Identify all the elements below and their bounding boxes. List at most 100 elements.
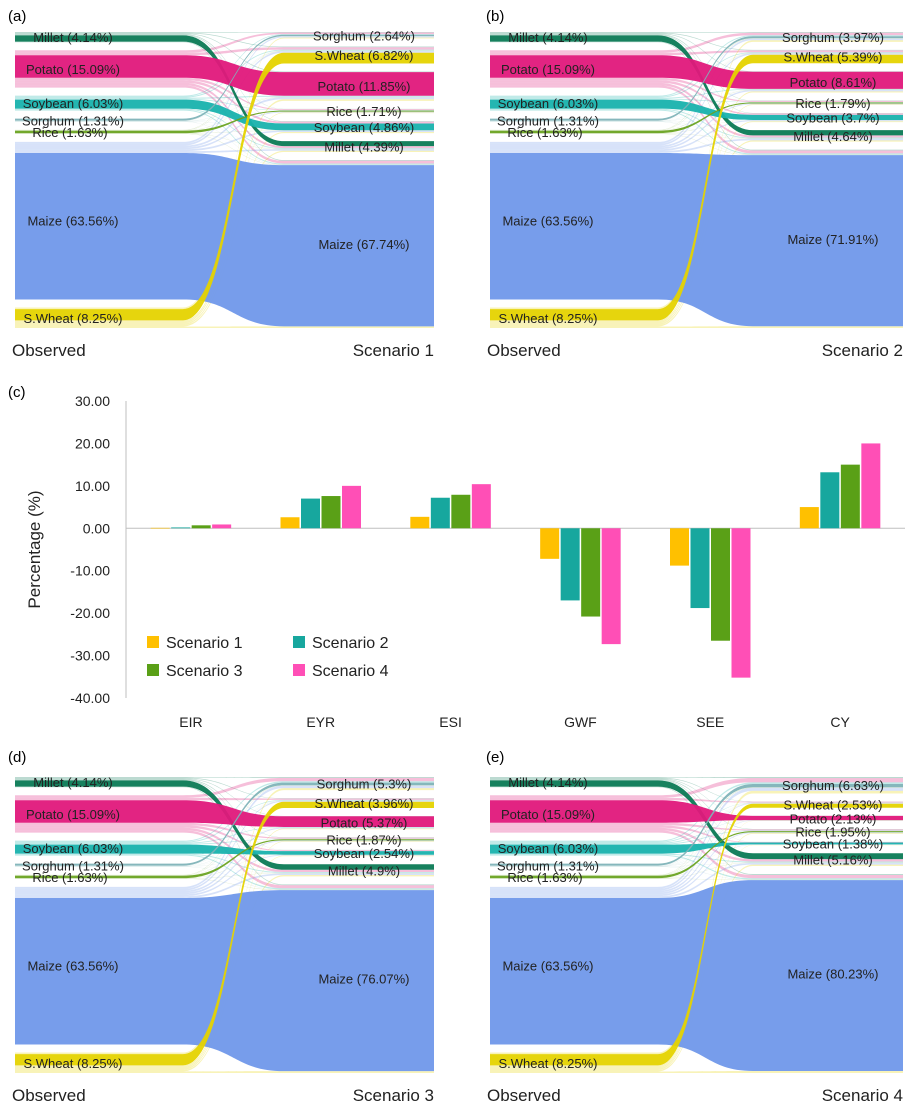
flow-link [15,95,434,99]
flow-link [15,844,434,855]
sankey-chart: Millet (4.14%) Potato (15.09%) Soybean (6.… [487,30,903,360]
right-node-label: Sorghum (3.97%) [782,30,884,45]
right-node-label: Millet (4.39%) [324,140,403,155]
right-node-label: Rice (1.87%) [326,833,401,848]
flow-link [15,110,434,134]
flow-link [490,797,903,803]
legend-label: Scenario 3 [166,663,243,680]
flow-link [490,98,903,103]
right-node-label: Rice (1.71%) [326,104,401,119]
left-node-label: S.Wheat (8.25%) [24,311,123,326]
left-column-title: Observed [12,1086,86,1105]
x-tick-label: EIR [179,714,202,730]
sankey-chart: Millet (4.14%) Potato (15.09%) Soybean (6.… [487,775,903,1105]
right-node-label: Rice (1.79%) [795,96,870,111]
sankey-panel-b: (b) Millet (4.14%) Potato (15.09%) Soybean… [475,0,909,365]
flows [15,777,434,1073]
right-node-label: Sorghum (5.3%) [317,777,412,792]
flow-link [490,32,903,33]
bar [451,494,471,529]
legend-label: Scenario 2 [312,635,389,652]
left-node-label: Maize (63.56%) [27,214,118,229]
flow-link [15,777,434,798]
right-node-label: S.Wheat (3.96%) [315,796,414,811]
right-column-title: Scenario 2 [822,341,903,360]
bar [731,528,751,678]
flow-link [490,152,903,327]
flow-link [15,32,434,33]
right-node-label: Millet (4.64%) [793,129,872,144]
left-node-label: S.Wheat (8.25%) [499,1056,598,1071]
bar [150,527,170,529]
right-node-label: S.Wheat (5.39%) [784,50,883,65]
bar [430,497,450,529]
left-node-label: S.Wheat (8.25%) [24,1056,123,1071]
flow-link [490,1071,903,1073]
left-column-title: Observed [487,1086,561,1105]
flow-link [15,326,434,328]
right-column-title: Scenario 4 [822,1086,903,1105]
y-tick-label: 30.00 [75,393,110,409]
panel-label: (d) [8,749,27,766]
right-node-label: Maize (76.07%) [318,972,409,987]
bar [171,527,191,529]
panel-label: (b) [486,8,505,25]
flow-link [490,777,903,779]
x-tick-label: SEE [696,714,724,730]
flow-link [15,1071,434,1073]
left-node-label: Soybean (6.03%) [498,96,598,111]
panel-label: (e) [486,749,505,766]
legend-swatch [147,664,159,676]
flow-link [490,326,903,328]
flow-link [15,822,434,839]
left-node-label: Sorghum (1.31%) [22,113,124,128]
right-node-label: Millet (5.16%) [793,853,872,868]
right-node-label: S.Wheat (2.53%) [784,798,883,813]
left-node-label: Millet (4.14%) [33,30,112,45]
bar-panel-c: (c) 30.00 20.00 10.00 0.00 -10.00 -20.00 -30.0… [0,372,909,732]
y-tick-label: -20.00 [70,605,110,621]
flows [490,32,903,328]
flow-link [15,47,434,56]
left-node-label: Sorghum (1.31%) [497,113,599,128]
left-node-label: Millet (4.14%) [508,775,587,790]
bar [471,484,491,529]
left-node-label: Millet (4.14%) [508,30,587,45]
flow-link [15,32,434,53]
flow-link [15,152,434,327]
legend-swatch [293,636,305,648]
flow-link [15,797,434,801]
flow-link [15,55,434,96]
right-column-title: Scenario 1 [353,341,434,360]
legend-label: Scenario 1 [166,635,243,652]
flow-link [490,88,903,99]
left-node-label: Soybean (6.03%) [23,841,123,856]
sankey-panel-d: (d) Millet (4.14%) Potato (15.09%) Soybean… [0,745,440,1108]
left-node-label: Sorghum (1.31%) [22,858,124,873]
flow-link [490,32,903,53]
flow-link [490,822,903,831]
x-tick-label: GWF [564,714,597,730]
flow-link [490,825,903,843]
legend-swatch [293,664,305,676]
left-node-label: Rice (1.63%) [32,125,107,140]
y-tick-label: -40.00 [70,690,110,706]
right-node-label: Potato (2.13%) [790,811,877,826]
sankey-chart: Millet (4.14%) Potato (15.09%) Soybean (6.… [12,28,434,360]
bar [212,524,232,529]
bar [540,528,560,559]
bar [690,528,710,609]
bar [410,516,430,529]
legend-swatch [147,636,159,648]
flow-link [15,149,434,153]
left-column-title: Observed [12,341,86,360]
left-node-label: S.Wheat (8.25%) [499,311,598,326]
bar [280,517,300,529]
flow-link [15,838,434,845]
left-node-label: Rice (1.63%) [507,125,582,140]
flow-link [15,777,434,778]
left-node-label: Maize (63.56%) [502,959,593,974]
flow-link [490,55,903,89]
flow-link [490,50,903,56]
right-node-label: Soybean (1.38%) [783,837,883,852]
